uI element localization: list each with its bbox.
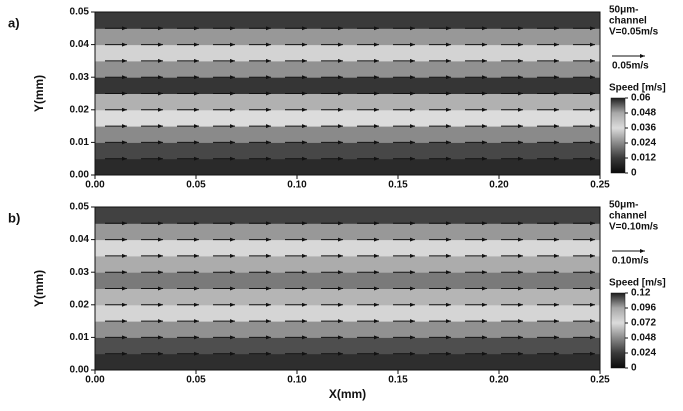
y-tick-label: 0.01 xyxy=(70,137,90,148)
speed-band xyxy=(95,336,600,355)
colorbar-tick-label: 0.12 xyxy=(631,288,651,299)
annotation: 50μm- xyxy=(609,200,638,211)
annotation: 50μm- xyxy=(609,5,638,16)
y-tick-label: 0.00 xyxy=(70,365,90,376)
y-tick-label: 0.01 xyxy=(70,332,90,343)
x-tick-label: 0.20 xyxy=(489,375,509,386)
x-tick-label: 0.15 xyxy=(388,180,408,191)
y-tick-label: 0.00 xyxy=(70,170,90,181)
colorbar-tick-label: 0.036 xyxy=(631,123,656,134)
speed-band xyxy=(95,353,600,371)
speed-band xyxy=(95,288,600,306)
colorbar-tick-label: 0.096 xyxy=(631,303,656,314)
reference-label: 0.05m/s xyxy=(612,61,649,72)
speed-band xyxy=(95,158,600,176)
speed-band xyxy=(95,255,600,273)
speed-band xyxy=(95,141,600,160)
y-tick-label: 0.03 xyxy=(70,72,90,83)
speed-band xyxy=(95,27,600,46)
x-tick-label: 0.05 xyxy=(186,375,206,386)
speed-band xyxy=(95,76,600,94)
x-tick-label: 0.15 xyxy=(388,375,408,386)
speed-band xyxy=(95,109,600,127)
x-tick-label: 0.20 xyxy=(489,180,509,191)
y-tick-label: 0.02 xyxy=(70,104,90,115)
colorbar-tick-label: 0.072 xyxy=(631,318,656,329)
annotation: V=0.05m/s xyxy=(609,27,659,38)
x-axis-label: X(mm) xyxy=(329,387,366,401)
plot-frame xyxy=(94,11,601,176)
colorbar-tick-label: 0.048 xyxy=(631,108,656,119)
x-tick-label: 0.05 xyxy=(186,180,206,191)
speed-band xyxy=(95,271,600,289)
speed-band xyxy=(95,11,600,29)
x-tick-label: 0.00 xyxy=(85,180,105,191)
colorbar-tick-label: 0 xyxy=(631,168,637,179)
speed-band xyxy=(95,320,600,338)
y-tick-label: 0.05 xyxy=(70,7,90,18)
y-axis-label: Y(mm) xyxy=(32,270,46,307)
colorbar-tick-label: 0 xyxy=(631,363,637,374)
speed-band xyxy=(95,222,600,241)
x-tick-label: 0.00 xyxy=(85,375,105,386)
colorbar xyxy=(610,97,626,174)
y-axis-label: Y(mm) xyxy=(32,75,46,112)
x-tick-label: 0.25 xyxy=(590,375,610,386)
y-tick-label: 0.03 xyxy=(70,267,90,278)
speed-band xyxy=(95,60,600,78)
annotation: channel xyxy=(609,211,647,222)
panel-label: a) xyxy=(8,15,20,30)
colorbar-label: Speed [m/s] xyxy=(609,278,666,289)
speed-band xyxy=(95,304,600,322)
y-tick-label: 0.02 xyxy=(70,299,90,310)
colorbar-tick-label: 0.024 xyxy=(631,348,656,359)
colorbar-tick-label: 0.048 xyxy=(631,333,656,344)
speed-band xyxy=(95,239,600,257)
x-tick-label: 0.10 xyxy=(287,180,307,191)
colorbar-tick-label: 0.012 xyxy=(631,153,656,164)
speed-band xyxy=(95,206,600,224)
colorbar-tick-label: 0.024 xyxy=(631,138,656,149)
speed-band xyxy=(95,93,600,111)
speed-band xyxy=(95,44,600,62)
reference-label: 0.10m/s xyxy=(612,256,649,267)
plot-frame xyxy=(94,206,601,371)
colorbar-label: Speed [m/s] xyxy=(609,83,666,94)
annotation: channel xyxy=(609,16,647,27)
y-tick-label: 0.05 xyxy=(70,202,90,213)
x-tick-label: 0.10 xyxy=(287,375,307,386)
colorbar-tick-label: 0.06 xyxy=(631,93,651,104)
y-tick-label: 0.04 xyxy=(70,39,90,50)
x-tick-label: 0.25 xyxy=(590,180,610,191)
annotation: V=0.10m/s xyxy=(609,222,659,233)
y-tick-label: 0.04 xyxy=(70,234,90,245)
panel-label: b) xyxy=(8,210,20,225)
colorbar xyxy=(610,292,626,369)
speed-band xyxy=(95,125,600,143)
